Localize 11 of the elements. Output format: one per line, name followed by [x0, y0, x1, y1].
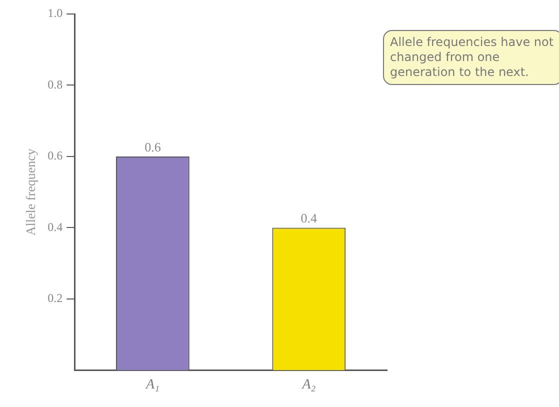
data-label: 0.4	[300, 210, 318, 226]
y-tick-label: 0.8	[48, 77, 63, 92]
y-tick-label: 0.6	[48, 148, 63, 163]
y-tick-label: 0.2	[48, 291, 63, 306]
x-tick-label: A₂	[301, 377, 316, 392]
y-tick-label: 1.0	[48, 6, 63, 20]
text: Allele frequencies have not changed from one generation to the next.	[383, 30, 559, 85]
data-label: 0.6	[144, 139, 162, 154]
y-tick-label: 0.4	[48, 220, 63, 234]
y-axis-title: Allele frequency	[23, 148, 38, 236]
x-tick-label: A₁	[144, 377, 160, 392]
